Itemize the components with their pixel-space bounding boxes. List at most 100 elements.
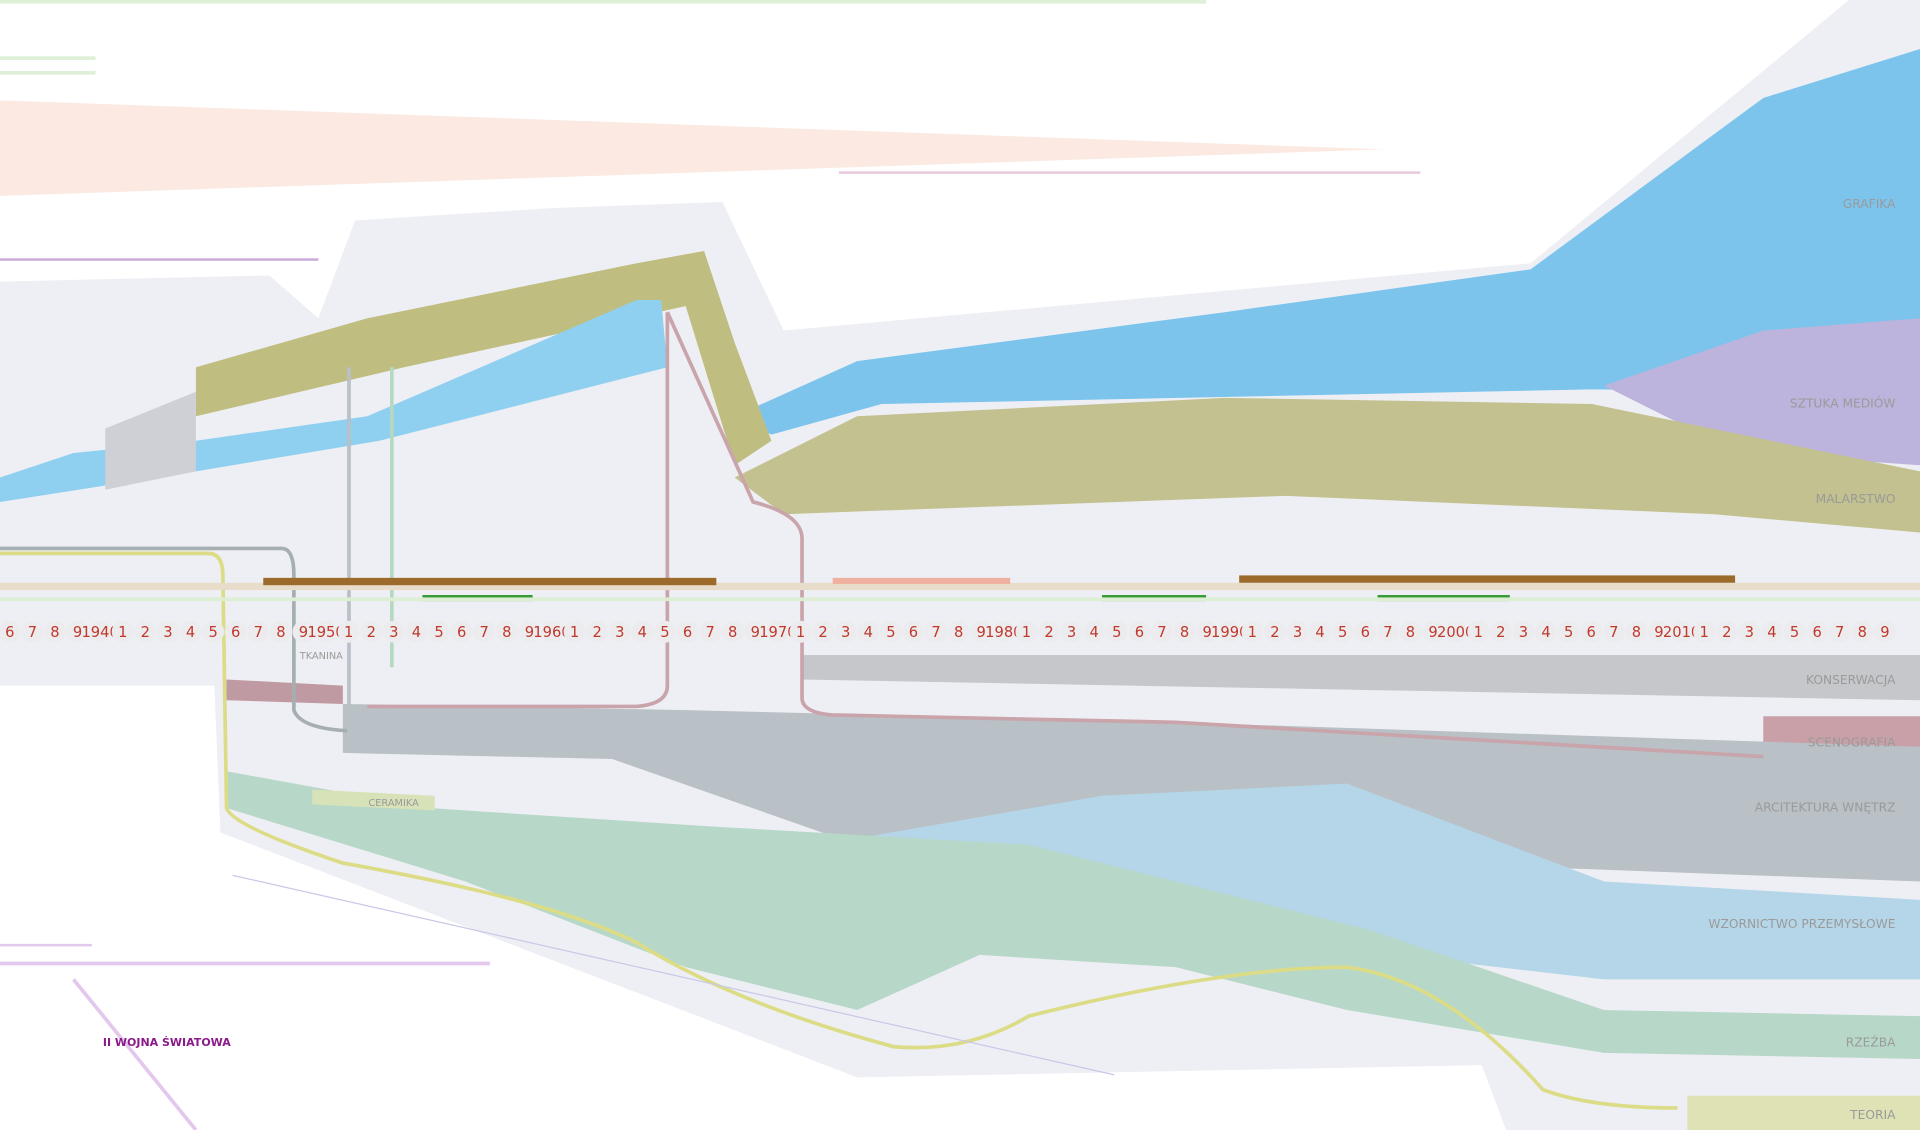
year-dot [224,620,247,643]
year-label: 8 [1632,624,1641,641]
year-label: 1 [1022,624,1031,641]
year-label: 6 [1361,624,1370,641]
year-label: 6 [5,624,14,641]
year-label: 1 [570,624,579,641]
year-label: 2 [367,624,376,641]
year-dot [1263,620,1286,643]
year-label: 9 [1654,624,1663,641]
year-label: 4 [638,624,647,641]
year-label: 1 [1248,624,1257,641]
year-dot [202,620,225,643]
stream-label: MALARSTWO [1816,492,1896,506]
year-label: 5 [434,624,443,641]
year-label: 3 [1067,624,1076,641]
year-label: 3 [163,624,172,641]
year-dot [1173,620,1196,643]
year-label: 4 [1090,624,1099,641]
year-label: 6 [1812,624,1821,641]
year-label: 8 [1180,624,1189,641]
year-dot [1150,620,1173,643]
year-label: 3 [389,624,398,641]
year-label: 1 [1474,624,1483,641]
year-dot [1738,620,1761,643]
year-label: 3 [1519,624,1528,641]
year-dot [586,620,609,643]
year-label: 3 [1293,624,1302,641]
year-dot [631,620,654,643]
year-label: 4 [1541,624,1550,641]
year-dot [1218,620,1241,643]
year-dot [1060,620,1083,643]
stream-label: RZEŹBA [1846,1035,1896,1050]
year-dot [1783,620,1806,643]
year-dot [540,620,564,643]
year-dot [1015,620,1038,643]
year-label: 5 [208,624,217,641]
year-dot [43,620,66,643]
year-dot [1422,620,1445,643]
year-label: 6 [683,624,692,641]
year-label: 5 [886,624,895,641]
year-label: 1 [1700,624,1709,641]
year-label: 7 [1835,624,1844,641]
year-dot [1309,620,1332,643]
event-label: II WOJNA ŚWIATOWA [103,1036,231,1049]
year-label: 5 [1112,624,1121,641]
year-label: 7 [1383,624,1392,641]
year-label: 8 [728,624,737,641]
year-dot [766,620,789,643]
stream-label: SCENOGRAFIA [1808,736,1896,750]
year-dot [676,620,699,643]
year-label: 4 [864,624,873,641]
year-dot [360,620,383,643]
year-label: 8 [1406,624,1415,641]
year-label: 7 [931,624,940,641]
year-dot [66,620,89,643]
year-label: 4 [412,624,421,641]
stream-label: TEORIA [1849,1108,1896,1122]
year-dot [902,620,925,643]
year-dot [156,620,179,643]
left-label: TKANINA [299,651,343,662]
year-dot [1489,620,1512,643]
year-dot [1083,620,1106,643]
year-label: 7 [254,624,263,641]
stream-label: SZTUKA MEDIÓW [1790,396,1896,411]
stream-label: ARCITEKTURA WNĘTRZ [1755,801,1896,815]
stream-label: KONSERWACJA [1806,673,1896,687]
year-dot [495,620,518,643]
year-label: 2 [593,624,602,641]
year-dot [1693,620,1716,643]
year-dot [1535,620,1558,643]
year-dot [1105,620,1128,643]
year-dot [1647,620,1671,643]
year-dot [405,620,428,643]
year-label: 1960 [533,624,570,641]
year-dot [1851,620,1874,643]
year-label: 2 [1044,624,1053,641]
year-label: 3 [841,624,850,641]
year-dot [699,620,722,643]
year-dot [428,620,451,643]
year-dot [450,620,473,643]
year-dot [1038,620,1061,643]
year-dot [1354,620,1377,643]
year-dot [1806,620,1829,643]
year-label: 9 [977,624,986,641]
year-label: 6 [231,624,240,641]
year-label: 1980 [985,624,1022,641]
year-label: 9 [1880,624,1889,641]
year-label: 5 [1790,624,1799,641]
year-dot [1602,620,1625,643]
year-dot [315,620,338,643]
year-label: 7 [480,624,489,641]
year-label: 9 [73,624,82,641]
year-label: 3 [615,624,624,641]
year-dot [21,620,44,643]
year-dot [1467,620,1490,643]
year-dot [1128,620,1151,643]
year-label: 6 [1587,624,1596,641]
year-dot [0,620,21,643]
year-dot [1625,620,1648,643]
